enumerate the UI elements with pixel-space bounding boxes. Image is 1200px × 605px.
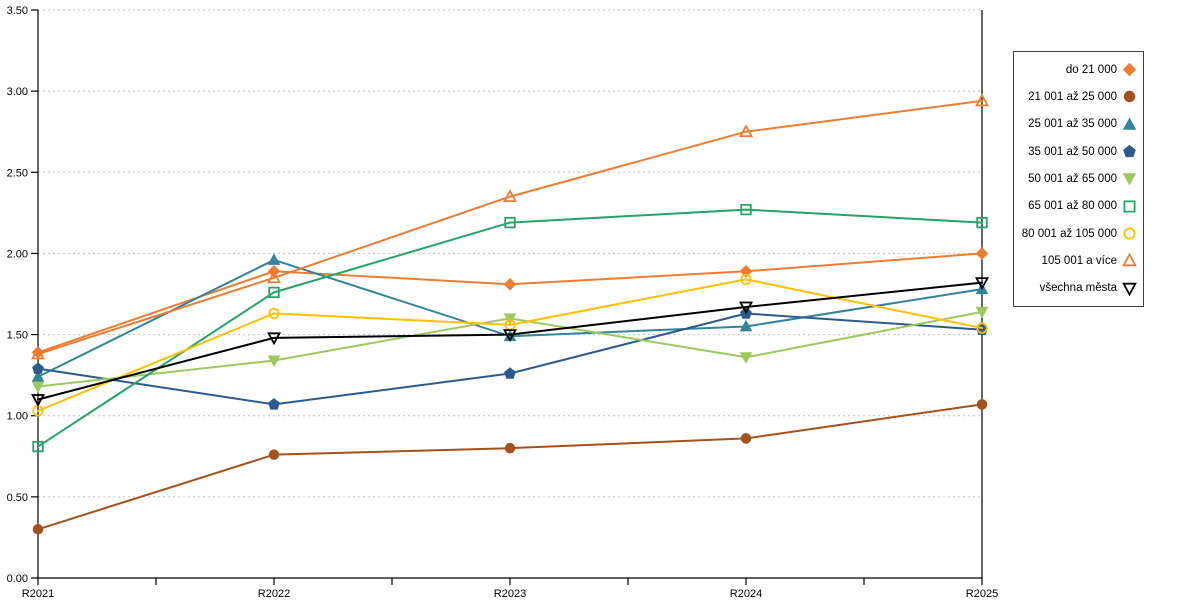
series-marker-4 — [267, 355, 281, 368]
series-marker-1 — [268, 449, 280, 460]
y-tick-label: 1.00 — [7, 411, 28, 423]
series-line-6 — [37, 278, 983, 412]
y-tick-label: 2.00 — [7, 248, 28, 260]
series-marker-5 — [268, 286, 280, 299]
triangle-up-marker-icon — [1122, 117, 1137, 130]
diamond-marker-icon — [1122, 62, 1137, 77]
circle-marker-icon — [1123, 91, 1136, 103]
series-line-3 — [37, 312, 983, 406]
y-tick-label: 1.50 — [7, 330, 28, 342]
legend-label: 65 001 až 80 000 — [1028, 200, 1117, 213]
x-tick-label: R2021 — [22, 588, 54, 600]
series-marker-3 — [504, 367, 516, 379]
series-marker-7 — [738, 124, 754, 138]
legend-item-5: 65 001 až 80 000 — [1016, 193, 1137, 219]
triangle-down-marker-icon — [1122, 282, 1137, 296]
series-marker-4 — [31, 381, 45, 394]
series-marker-4 — [739, 352, 753, 364]
legend-label: 105 001 a více — [1041, 254, 1117, 267]
legend-item-3: 35 001 až 50 000 — [1016, 139, 1137, 165]
series-marker-1 — [976, 399, 988, 410]
legend: do 21 000 21 001 až 25 000 25 001 až 35 00… — [1013, 51, 1144, 307]
legend-item-1: 21 001 až 25 000 — [1016, 84, 1137, 110]
series-marker-7 — [974, 93, 990, 107]
series-marker-8 — [974, 277, 990, 291]
series-marker-0 — [975, 247, 989, 260]
y-tick-label: 0.50 — [7, 492, 28, 504]
series-line-5 — [37, 208, 983, 448]
series-marker-5 — [740, 203, 752, 216]
legend-item-0: do 21 000 — [1016, 57, 1137, 83]
legend-label: 35 001 až 50 000 — [1028, 145, 1117, 158]
series-marker-3 — [268, 398, 280, 410]
legend-item-8: všechna města — [1016, 275, 1137, 301]
legend-label: všechna města — [1039, 282, 1117, 295]
series-marker-5 — [504, 216, 516, 229]
series-marker-0 — [739, 264, 753, 278]
legend-item-6: 80 001 až 105 000 — [1016, 221, 1137, 247]
series-line-7 — [37, 99, 983, 356]
series-marker-4 — [503, 313, 517, 325]
legend-label: 50 001 až 65 000 — [1028, 172, 1117, 185]
legend-label: 80 001 až 105 000 — [1021, 227, 1117, 240]
series-marker-6 — [268, 307, 280, 320]
series-marker-7 — [502, 189, 518, 203]
series-marker-4 — [975, 306, 989, 319]
series-marker-1 — [504, 442, 516, 454]
series-marker-7 — [30, 346, 46, 360]
y-tick-label: 3.00 — [7, 86, 28, 98]
legend-item-7: 105 001 a více — [1016, 248, 1137, 274]
series-marker-1 — [32, 524, 44, 535]
legend-label: do 21 000 — [1065, 63, 1117, 76]
legend-item-4: 50 001 až 65 000 — [1016, 166, 1137, 192]
circle-marker-icon — [1123, 227, 1136, 240]
series-marker-5 — [32, 440, 44, 453]
x-tick-label: R2022 — [258, 588, 290, 600]
series-marker-8 — [738, 301, 754, 315]
square-marker-icon — [1123, 200, 1136, 213]
series-marker-2 — [31, 370, 45, 382]
series-marker-8 — [30, 394, 46, 407]
series-marker-6 — [976, 322, 988, 334]
legend-label: 21 001 až 25 000 — [1028, 90, 1117, 103]
series-marker-6 — [740, 273, 752, 286]
series-marker-0 — [503, 277, 517, 291]
series-marker-2 — [267, 253, 281, 265]
triangle-down-marker-icon — [1122, 173, 1137, 187]
series-line-1 — [37, 403, 983, 531]
legend-item-2: 25 001 až 35 000 — [1016, 111, 1137, 137]
x-tick-label: R2023 — [494, 588, 526, 600]
series-marker-5 — [976, 216, 988, 229]
series-marker-2 — [739, 319, 753, 332]
x-tick-label: R2025 — [966, 588, 998, 600]
x-tick-label: R2024 — [730, 588, 762, 600]
legend-label: 25 001 až 35 000 — [1028, 118, 1117, 131]
series-marker-8 — [502, 329, 518, 343]
triangle-up-marker-icon — [1122, 253, 1137, 267]
pentagon-marker-icon — [1123, 145, 1136, 158]
y-tick-label: 2.50 — [7, 167, 28, 179]
series-line-8 — [37, 281, 983, 401]
series-marker-7 — [266, 270, 282, 284]
y-tick-label: 0.00 — [7, 573, 28, 585]
series-marker-3 — [32, 362, 44, 374]
y-tick-label: 3.50 — [7, 5, 28, 17]
series-marker-1 — [740, 433, 752, 444]
series-marker-8 — [266, 332, 282, 346]
